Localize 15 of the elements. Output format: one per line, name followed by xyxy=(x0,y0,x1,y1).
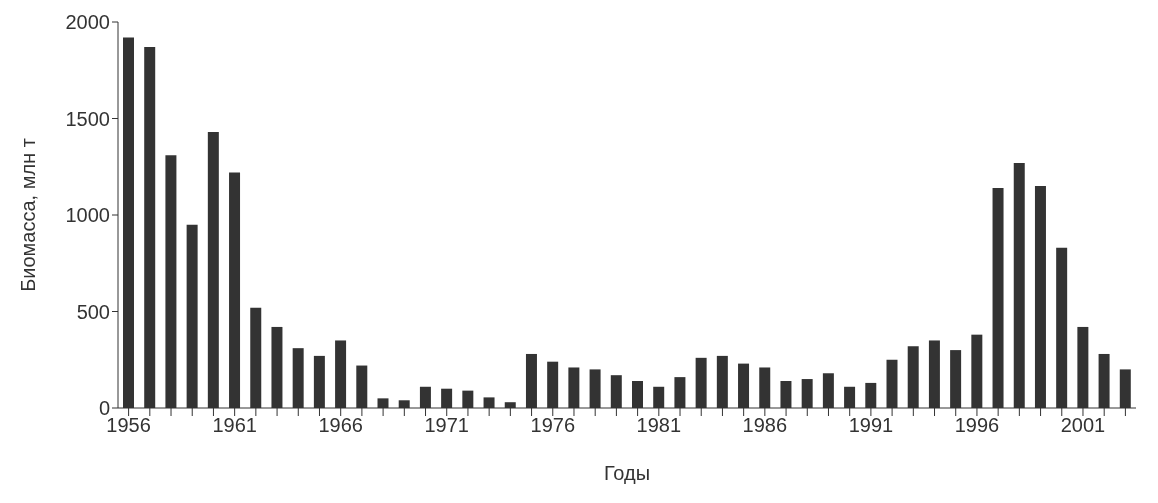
x-tick-label: 1976 xyxy=(530,414,576,437)
x-tick-label: 1996 xyxy=(954,414,1000,437)
x-tick-label: 2001 xyxy=(1060,414,1106,437)
x-tick-label: 1981 xyxy=(636,414,682,437)
x-tick-label: 1961 xyxy=(212,414,257,437)
x-tick-label: 1986 xyxy=(742,414,788,437)
y-tick-label: 500 xyxy=(76,300,110,323)
y-tick-label: 1000 xyxy=(65,204,110,227)
y-tick-label: 1500 xyxy=(65,107,110,130)
x-axis-title: Годы xyxy=(603,462,651,485)
y-axis-title: Биомасса, млн т xyxy=(17,138,40,292)
y-tick-label: 2000 xyxy=(65,11,110,34)
x-tick-label: 1966 xyxy=(318,414,363,437)
x-tick-label: 1971 xyxy=(424,414,469,437)
x-tick-label: 1991 xyxy=(848,414,894,437)
